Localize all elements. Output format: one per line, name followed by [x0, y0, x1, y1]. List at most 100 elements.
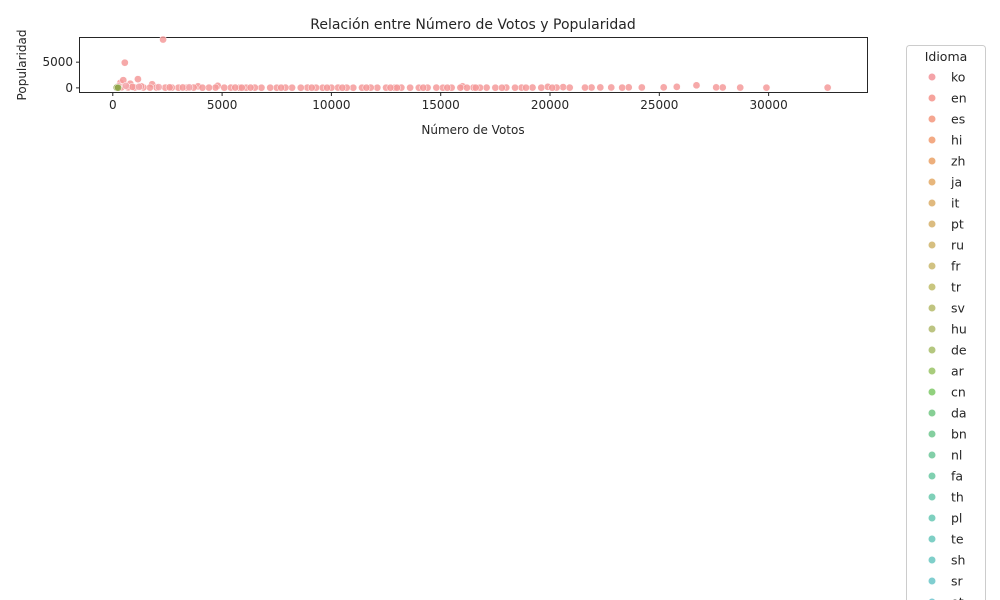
data-point-en [120, 58, 129, 67]
legend-entry-label: cn [951, 385, 966, 400]
data-point-en [220, 83, 229, 92]
data-point-en [736, 83, 745, 92]
data-point-en [692, 81, 701, 90]
data-point-en [266, 83, 275, 92]
legend-marker [928, 577, 936, 585]
legend-entry-label: zh [951, 154, 965, 169]
data-point-en [307, 83, 316, 92]
legend-marker [928, 346, 936, 354]
legend-entry-label: te [951, 532, 964, 547]
data-point-ko [122, 81, 130, 90]
legend-entry-label: sv [951, 301, 966, 316]
data-point-en [537, 83, 546, 92]
data-point-en [637, 83, 646, 92]
data-point-en [165, 83, 174, 92]
data-point-en [386, 83, 395, 92]
x-axis-label: Número de Votos [421, 123, 524, 137]
legend-marker [928, 73, 936, 81]
legend-marker [928, 304, 936, 312]
data-point-en [257, 83, 266, 92]
data-point-en [548, 83, 557, 92]
data-point-en [618, 83, 627, 92]
data-point-en [406, 83, 414, 92]
legend-marker [928, 115, 936, 123]
data-point-en [288, 83, 296, 92]
data-point-en [471, 83, 480, 92]
legend-entry-label: es [951, 112, 965, 127]
data-point-en [246, 83, 255, 92]
legend-entry-label: ja [950, 175, 962, 190]
legend-entry-label: pl [951, 511, 962, 526]
data-point-en [146, 83, 154, 92]
plot-area [79, 35, 868, 93]
legend-entry-label: bn [951, 427, 967, 442]
data-point-en [338, 83, 347, 92]
data-point-en [672, 83, 681, 91]
legend-marker [928, 136, 936, 144]
y-tick-label: 5000 [42, 55, 73, 69]
legend-marker [928, 94, 936, 102]
data-point-en [659, 83, 668, 92]
x-tick-label: 15000 [422, 98, 460, 112]
data-point-en [134, 75, 142, 83]
data-point-en [205, 83, 213, 92]
legend-entry-label: tr [951, 280, 962, 295]
x-axis: 0 5000 10000 15000 20000 25000 30000 [109, 92, 788, 112]
data-point-en [587, 83, 596, 92]
data-point-ko [135, 83, 143, 91]
data-point-en [419, 83, 428, 92]
x-tick-label: 5000 [207, 98, 238, 112]
legend-marker [928, 157, 936, 165]
data-point-en [362, 83, 371, 92]
legend-entry-label: et [951, 595, 964, 600]
data-point-en [559, 83, 567, 91]
data-point-en [443, 83, 452, 92]
data-point-en [463, 83, 471, 92]
legend-marker [928, 493, 936, 501]
data-point-en [762, 83, 771, 92]
legend-marker [928, 199, 936, 207]
y-axis-label: Popularidad [15, 30, 29, 101]
x-tick-label: 25000 [640, 98, 678, 112]
data-point-en [581, 83, 589, 92]
plot-frame [79, 37, 868, 93]
data-point-en [511, 83, 519, 92]
data-point-en [237, 83, 246, 92]
legend-marker [928, 241, 936, 249]
data-point-en [456, 83, 465, 92]
legend-marker [928, 283, 936, 291]
legend-marker [928, 535, 936, 543]
legend-items: ko en es hi zh ja it pt ru fr tr sv hu de ar cn da bn nl fa… [928, 70, 967, 600]
legend-marker [928, 220, 936, 228]
legend: Idioma ko en es hi zh ja it pt ru fr tr sv hu de ar cn d… [906, 45, 986, 600]
legend-marker [928, 556, 936, 564]
legend-entry-label: hi [951, 133, 962, 148]
legend-entry-label: ar [951, 364, 965, 379]
data-point-de [114, 83, 122, 92]
data-point-en [498, 83, 506, 92]
data-point-en [491, 83, 500, 92]
x-tick-label: 10000 [312, 98, 350, 112]
data-point-en [482, 83, 491, 92]
data-point-en [393, 83, 401, 92]
x-tick-label: 20000 [531, 98, 569, 112]
legend-frame [906, 45, 986, 600]
data-point-en [607, 83, 616, 92]
data-point-en [823, 83, 832, 92]
data-point-en [373, 83, 382, 92]
data-point-ko [185, 83, 194, 92]
legend-entry-label: fr [951, 259, 961, 274]
data-point-en [159, 35, 167, 44]
legend-entry-label: ko [951, 70, 965, 85]
x-tick-label: 30000 [750, 98, 788, 112]
legend-marker [928, 262, 936, 270]
data-point-ko [154, 83, 163, 91]
legend-entry-label: de [951, 343, 967, 358]
legend-entry-label: fa [951, 469, 963, 484]
y-axis: 0 5000 [42, 55, 80, 95]
legend-marker [928, 451, 936, 459]
legend-entry-label: sh [951, 553, 965, 568]
data-point-en [624, 83, 633, 92]
legend-entry-label: th [951, 490, 964, 505]
